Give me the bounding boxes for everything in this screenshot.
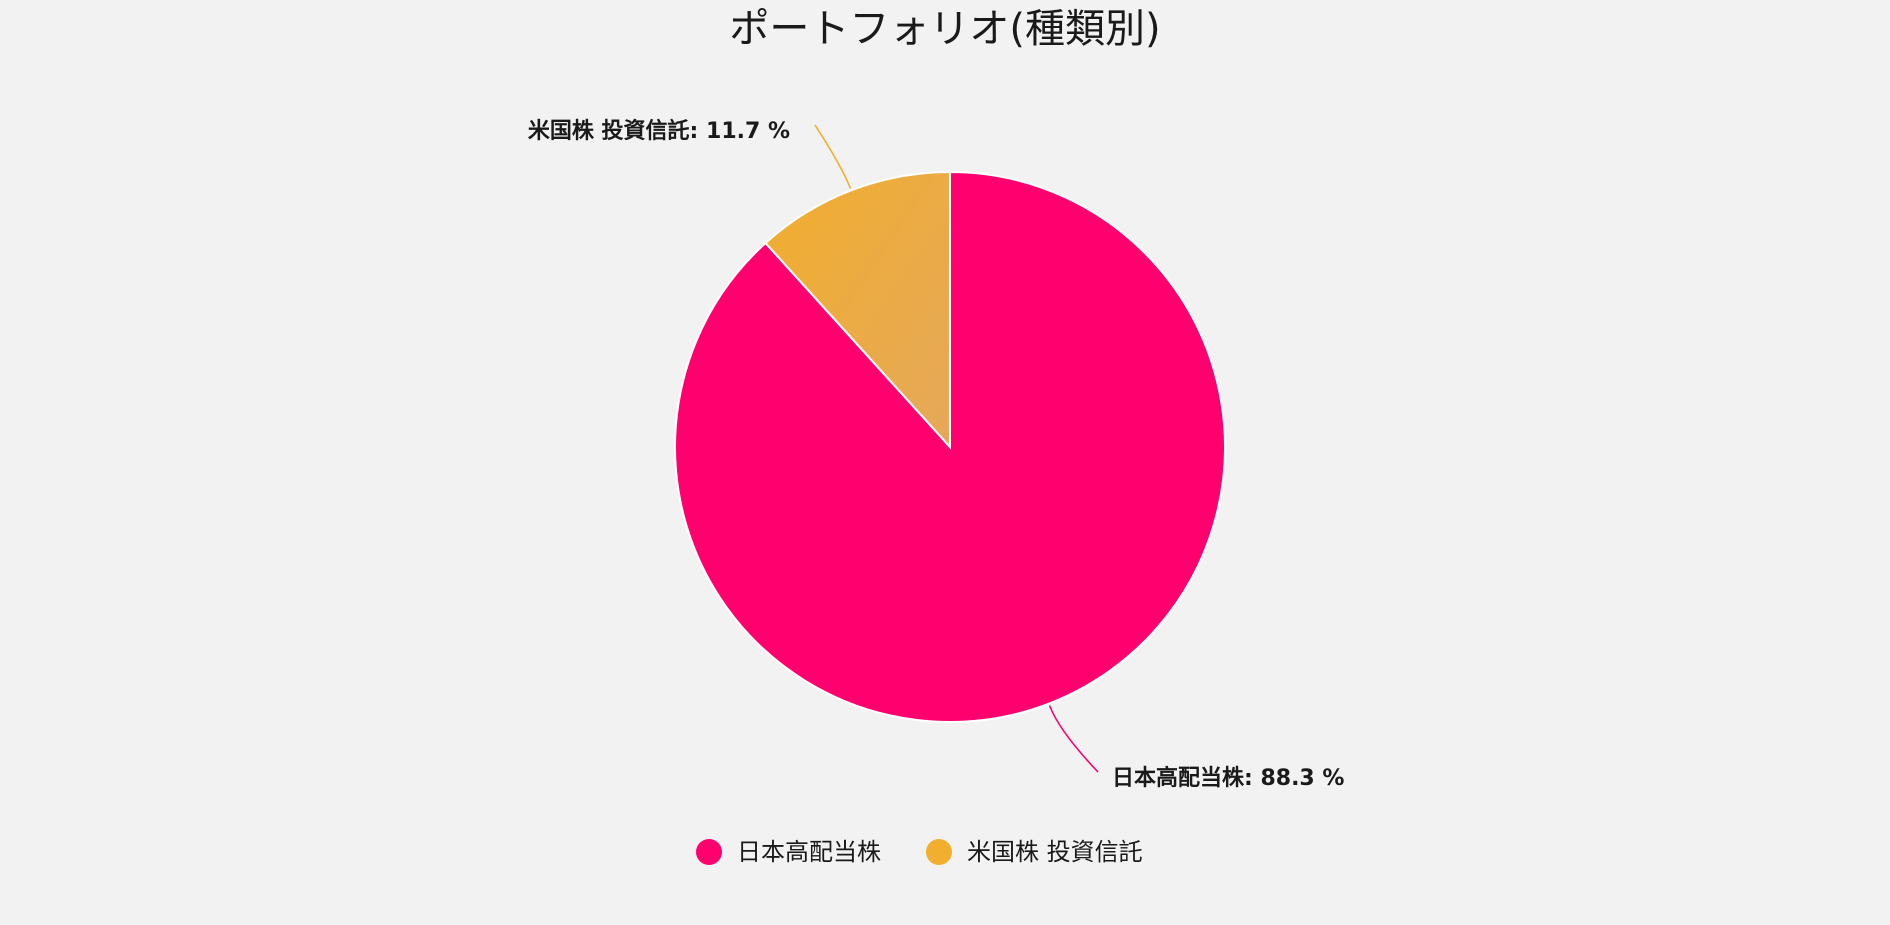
legend-label-2: 米国株 投資信託 [967,838,1143,866]
leader-lines [814,124,1099,773]
slice-label-2: 米国株 投資信託: 11.7 % [528,118,790,144]
legend: 日本高配当株 米国株 投資信託 [696,838,1143,866]
legend-item-1[interactable]: 日本高配当株 [696,838,881,866]
legend-item-2[interactable]: 米国株 投資信託 [926,838,1143,866]
slice-labels: 日本高配当株: 88.3 % 米国株 投資信託: 11.7 % [528,118,1345,791]
legend-swatch-1 [696,839,722,865]
legend-swatch-2 [926,839,952,865]
legend-label-1: 日本高配当株 [737,838,881,866]
pie-slice-2[interactable] [764,170,951,450]
chart-title: ポートフォリオ(種類別) [729,6,1160,52]
slice-label-1: 日本高配当株: 88.3 % [1112,765,1344,791]
leader-line-1 [1048,705,1099,773]
pie-slices [674,170,1226,723]
leader-line-2 [814,124,852,189]
